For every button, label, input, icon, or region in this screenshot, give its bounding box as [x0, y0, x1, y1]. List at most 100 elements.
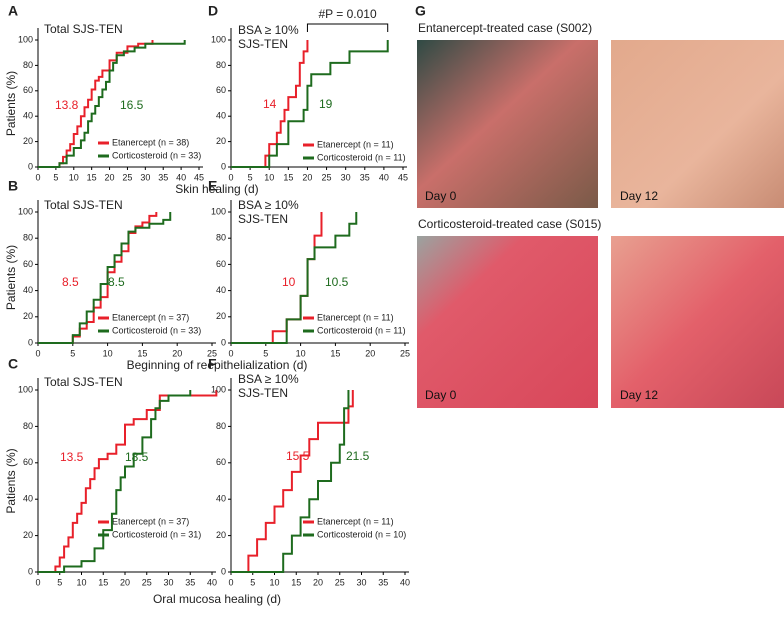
step-line	[231, 390, 354, 573]
y-tick-label: 100	[18, 34, 33, 44]
x-tick-label: 40	[400, 577, 410, 587]
x-tick-label: 20	[172, 348, 182, 358]
y-tick-label: 80	[216, 233, 226, 243]
x-tick-label: 0	[228, 348, 233, 358]
y-tick-label: 100	[18, 206, 33, 216]
y-tick-label: 40	[216, 285, 226, 295]
x-tick-label: 25	[142, 577, 152, 587]
step-line	[38, 40, 154, 168]
x-tick-label: 40	[176, 172, 186, 182]
x-tick-label: 30	[140, 172, 150, 182]
y-tick-label: 0	[221, 337, 226, 347]
y-axis-label: Patients (%)	[4, 71, 18, 136]
chart-title: Total SJS-TEN	[44, 22, 123, 36]
step-line	[38, 40, 186, 168]
x-tick-label: 0	[35, 348, 40, 358]
x-tick-label: 35	[185, 577, 195, 587]
legend-label: Etanercept (n = 11)	[317, 516, 394, 526]
day-label: Day 12	[620, 189, 658, 203]
x-tick-label: 0	[35, 172, 40, 182]
y-tick-label: 60	[216, 85, 226, 95]
x-tick-label: 20	[313, 577, 323, 587]
photo	[611, 40, 784, 208]
median-label: 19	[319, 97, 333, 111]
y-tick-label: 80	[216, 60, 226, 70]
chart-title: Total SJS-TEN	[44, 198, 123, 212]
x-tick-label: 25	[322, 172, 332, 182]
x-tick-label: 25	[335, 577, 345, 587]
x-tick-label: 15	[283, 172, 293, 182]
case-title: Entanercept-treated case (S002)	[418, 21, 592, 35]
x-tick-label: 0	[228, 577, 233, 587]
y-tick-label: 80	[23, 233, 33, 243]
legend-label: Etanercept (n = 38)	[112, 137, 189, 147]
step-line	[231, 390, 350, 573]
median-label: 18.5	[125, 450, 149, 464]
y-tick-label: 0	[221, 566, 226, 576]
chart-subtitle: SJS-TEN	[238, 386, 288, 400]
x-tick-label: 5	[53, 172, 58, 182]
y-tick-label: 60	[216, 457, 226, 467]
chart-subtitle: SJS-TEN	[238, 212, 288, 226]
x-tick-label: 30	[341, 172, 351, 182]
chart-title: Total SJS-TEN	[44, 375, 123, 389]
x-tick-label: 35	[158, 172, 168, 182]
x-tick-label: 40	[207, 577, 217, 587]
x-tick-label: 15	[291, 577, 301, 587]
y-tick-label: 20	[23, 311, 33, 321]
x-tick-label: 40	[379, 172, 389, 182]
legend-label: Etanercept (n = 37)	[112, 516, 189, 526]
y-tick-label: 0	[221, 161, 226, 171]
legend-label: Corticosteroid (n = 10)	[317, 529, 406, 539]
panel-letter: C	[8, 356, 18, 372]
y-tick-label: 20	[216, 136, 226, 146]
y-tick-label: 60	[216, 259, 226, 269]
x-tick-label: 20	[105, 172, 115, 182]
y-tick-label: 40	[216, 494, 226, 504]
y-tick-label: 60	[23, 259, 33, 269]
panel-letter: F	[208, 356, 217, 372]
y-tick-label: 40	[23, 494, 33, 504]
legend-label: Corticosteroid (n = 31)	[112, 529, 201, 539]
step-line	[38, 212, 158, 344]
chart-title: BSA ≥ 10%	[238, 23, 299, 37]
x-tick-label: 20	[365, 348, 375, 358]
x-tick-label: 5	[57, 577, 62, 587]
median-label: 8.5	[62, 275, 79, 289]
median-label: 16.5	[120, 98, 144, 112]
median-label: 21.5	[346, 449, 370, 463]
x-tick-label: 15	[330, 348, 340, 358]
day-label: Day 0	[425, 388, 457, 402]
panel-letter: G	[415, 3, 426, 19]
y-tick-label: 0	[28, 161, 33, 171]
median-label: 10	[282, 275, 296, 289]
x-tick-label: 15	[87, 172, 97, 182]
chart-subtitle: SJS-TEN	[238, 37, 288, 51]
y-tick-label: 100	[211, 384, 226, 394]
x-tick-label: 10	[264, 172, 274, 182]
x-tick-label: 15	[98, 577, 108, 587]
median-label: 10.5	[325, 275, 349, 289]
y-tick-label: 100	[211, 206, 226, 216]
y-tick-label: 0	[28, 337, 33, 347]
median-label: 15.5	[286, 449, 310, 463]
x-tick-label: 0	[35, 577, 40, 587]
legend-label: Corticosteroid (n = 33)	[112, 150, 201, 160]
x-tick-label: 5	[250, 577, 255, 587]
y-tick-label: 100	[211, 34, 226, 44]
y-tick-label: 100	[18, 384, 33, 394]
median-label: 13.5	[60, 450, 84, 464]
panel-letter: E	[208, 178, 217, 194]
x-axis-label: Oral mucosa healing (d)	[153, 592, 281, 606]
step-line	[38, 390, 218, 573]
y-tick-label: 60	[23, 85, 33, 95]
y-tick-label: 20	[23, 136, 33, 146]
x-tick-label: 10	[296, 348, 306, 358]
x-tick-label: 10	[103, 348, 113, 358]
y-tick-label: 20	[216, 311, 226, 321]
photo	[417, 40, 598, 208]
panel-letter: A	[8, 3, 18, 19]
x-tick-label: 20	[120, 577, 130, 587]
x-tick-label: 0	[228, 172, 233, 182]
